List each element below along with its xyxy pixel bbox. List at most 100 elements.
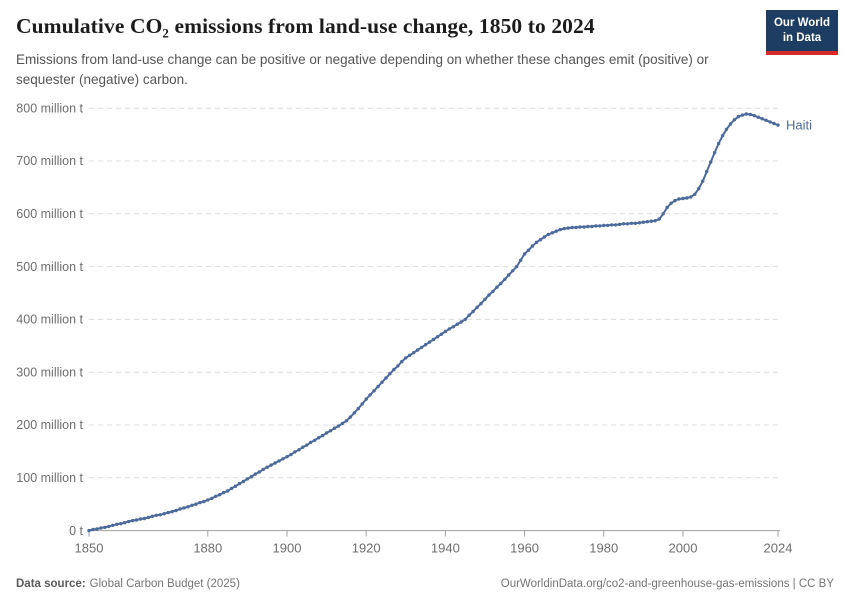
data-point[interactable] <box>633 221 638 225</box>
data-point[interactable] <box>384 376 388 380</box>
data-point[interactable] <box>241 479 246 484</box>
data-point[interactable] <box>748 112 752 117</box>
data-point[interactable] <box>107 524 111 529</box>
data-point[interactable] <box>538 238 543 242</box>
data-point[interactable] <box>233 484 238 488</box>
data-point[interactable] <box>534 240 539 244</box>
data-point[interactable] <box>293 450 297 454</box>
data-point[interactable] <box>130 518 135 523</box>
data-point[interactable] <box>776 123 780 127</box>
data-point[interactable] <box>439 332 444 336</box>
data-point[interactable] <box>586 224 590 229</box>
data-point[interactable] <box>483 297 487 301</box>
data-point[interactable] <box>503 277 507 281</box>
data-point[interactable] <box>392 367 396 372</box>
data-point[interactable] <box>237 481 242 486</box>
data-point[interactable] <box>463 317 467 322</box>
data-point[interactable] <box>269 463 273 467</box>
data-point[interactable] <box>178 507 182 511</box>
data-point[interactable] <box>198 500 202 505</box>
data-point[interactable] <box>142 516 147 521</box>
data-point[interactable] <box>542 235 547 239</box>
data-point[interactable] <box>360 402 364 406</box>
data-point[interactable] <box>709 160 713 164</box>
data-point[interactable] <box>408 353 412 357</box>
data-point[interactable] <box>134 518 139 522</box>
data-point[interactable] <box>693 192 697 196</box>
data-point[interactable] <box>297 448 301 452</box>
data-point[interactable] <box>257 470 261 474</box>
data-point[interactable] <box>716 141 721 146</box>
data-point[interactable] <box>166 510 170 515</box>
data-point[interactable] <box>574 225 578 230</box>
data-point[interactable] <box>582 225 586 229</box>
data-point[interactable] <box>768 120 772 124</box>
data-point[interactable] <box>225 489 230 493</box>
data-point[interactable] <box>416 348 420 352</box>
data-point[interactable] <box>566 226 570 230</box>
data-point[interactable] <box>491 289 495 294</box>
data-point[interactable] <box>419 345 424 350</box>
footer-citation-link[interactable]: OurWorldinData.org/co2-and-greenhouse-ga… <box>500 578 834 590</box>
data-point[interactable] <box>122 521 127 525</box>
data-point[interactable] <box>427 340 432 344</box>
data-point[interactable] <box>320 433 325 438</box>
data-point[interactable] <box>261 467 265 472</box>
data-point[interactable] <box>756 115 760 119</box>
data-point[interactable] <box>637 221 642 225</box>
data-point[interactable] <box>412 351 416 355</box>
data-point[interactable] <box>356 406 360 411</box>
data-point[interactable] <box>150 514 155 518</box>
data-point[interactable] <box>665 205 669 210</box>
data-point[interactable] <box>431 337 436 342</box>
data-point[interactable] <box>455 322 459 326</box>
entity-label-haiti[interactable]: Haiti <box>786 118 812 133</box>
data-point[interactable] <box>677 197 681 201</box>
data-point[interactable] <box>522 252 527 256</box>
data-point[interactable] <box>661 212 665 216</box>
data-point[interactable] <box>194 502 198 506</box>
data-point[interactable] <box>467 313 471 317</box>
data-point[interactable] <box>372 389 376 393</box>
data-point[interactable] <box>162 512 166 516</box>
data-point[interactable] <box>649 219 653 223</box>
data-point[interactable] <box>289 452 293 457</box>
data-point[interactable] <box>344 419 349 423</box>
data-point[interactable] <box>578 225 582 229</box>
data-point[interactable] <box>621 222 626 226</box>
data-point[interactable] <box>447 327 451 331</box>
data-point[interactable] <box>221 490 226 495</box>
data-point[interactable] <box>265 465 269 469</box>
data-point[interactable] <box>511 269 515 273</box>
data-point[interactable] <box>186 505 190 509</box>
data-point[interactable] <box>546 232 550 237</box>
data-point[interactable] <box>724 127 729 131</box>
data-point[interactable] <box>376 384 380 389</box>
data-point[interactable] <box>740 113 745 117</box>
data-point[interactable] <box>459 320 463 324</box>
data-point[interactable] <box>305 443 309 447</box>
data-point[interactable] <box>210 496 214 501</box>
data-point[interactable] <box>629 221 634 225</box>
data-point[interactable] <box>103 525 107 530</box>
data-point[interactable] <box>174 508 178 513</box>
data-point[interactable] <box>352 411 356 415</box>
data-point[interactable] <box>499 281 503 286</box>
data-point[interactable] <box>111 523 115 527</box>
data-point[interactable] <box>328 429 333 433</box>
data-point[interactable] <box>91 527 95 532</box>
data-point[interactable] <box>95 527 99 531</box>
data-point[interactable] <box>340 421 345 426</box>
data-point[interactable] <box>368 393 372 397</box>
data-point[interactable] <box>190 503 194 507</box>
data-point[interactable] <box>249 475 254 479</box>
data-point[interactable] <box>126 519 131 524</box>
data-point[interactable] <box>602 223 606 228</box>
data-point[interactable] <box>606 223 610 228</box>
data-point[interactable] <box>625 222 630 226</box>
data-point[interactable] <box>273 461 277 465</box>
data-point[interactable] <box>87 528 91 533</box>
data-point[interactable] <box>764 118 768 123</box>
data-point[interactable] <box>562 226 566 231</box>
data-point[interactable] <box>253 472 257 476</box>
